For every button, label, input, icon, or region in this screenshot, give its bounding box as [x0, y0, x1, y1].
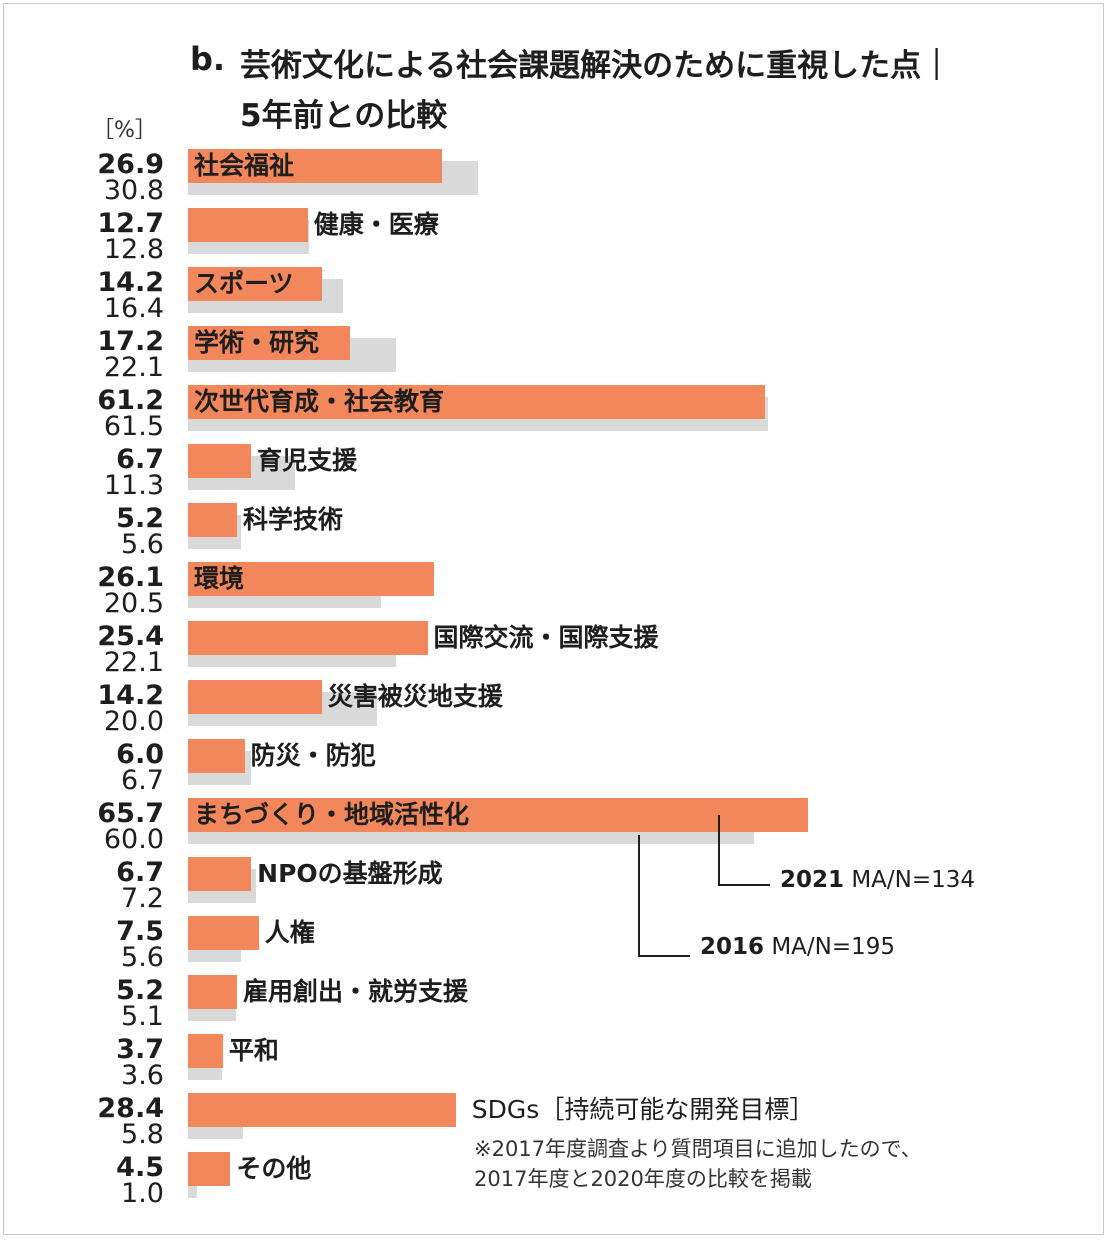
category-label: 環境 [194, 564, 245, 593]
bar-2021 [188, 1093, 456, 1127]
value-label-2021: 61.2 [97, 385, 164, 416]
value-label-2016: 16.4 [103, 293, 164, 324]
category-label: スポーツ [194, 269, 294, 298]
value-label-2016: 22.1 [103, 352, 164, 383]
chart-frame [3, 3, 1104, 1235]
unit-label: ［%］ [92, 118, 157, 143]
value-label-2016: 7.2 [121, 883, 164, 914]
value-label-2021: 4.5 [116, 1152, 164, 1183]
bar-2021 [188, 680, 322, 714]
value-label-2021: 3.7 [116, 1034, 164, 1065]
value-label-2021: 7.5 [116, 916, 164, 947]
value-label-2021: 5.2 [116, 975, 164, 1006]
bar-2021 [188, 1034, 223, 1068]
bar-2021 [188, 562, 435, 596]
value-label-2016: 20.0 [103, 706, 164, 737]
value-label-2016: 30.8 [103, 175, 164, 206]
bar-2021 [188, 503, 238, 537]
bar-2021 [188, 326, 351, 360]
bar-2021 [188, 444, 252, 478]
footnote-line1: ※2017年度調査より質問項目に追加したので、 [474, 1137, 922, 1161]
value-label-2016: 20.5 [103, 588, 164, 619]
value-label-2016: 5.8 [121, 1119, 164, 1150]
value-label-2016: 1.0 [121, 1178, 164, 1209]
bar-2021 [188, 149, 442, 183]
value-label-2021: 26.1 [97, 562, 164, 593]
value-label-2021: 6.7 [116, 857, 164, 888]
value-label-2016: 3.6 [121, 1060, 164, 1091]
value-label-2016: 60.0 [103, 824, 164, 855]
category-label: 防災・防犯 [250, 741, 376, 770]
bar-2021 [188, 798, 808, 832]
bar-2021 [188, 916, 259, 950]
category-label: 災害被災地支援 [327, 682, 503, 711]
legend-2021-leader-horizontal [718, 884, 770, 886]
value-label-2016: 6.7 [121, 765, 164, 796]
value-label-2016: 11.3 [103, 470, 164, 501]
bar-2021 [188, 975, 238, 1009]
chart-subtitle: 5年前との比較 [240, 98, 448, 134]
category-label: 国際交流・国際支援 [433, 623, 659, 652]
category-label: 次世代育成・社会教育 [194, 387, 445, 416]
value-label-2021: 25.4 [97, 621, 164, 652]
value-label-2021: 14.2 [97, 267, 164, 298]
value-label-2021: 65.7 [97, 798, 164, 829]
bar-2021 [188, 1152, 231, 1186]
category-label: 人権 [264, 918, 315, 947]
category-label: 雇用創出・就労支援 [243, 977, 469, 1006]
bar-2021 [188, 267, 322, 301]
value-label-2016: 12.8 [103, 234, 164, 265]
legend-2021-leader-vertical [718, 815, 720, 886]
bar-2021 [188, 739, 245, 773]
category-label: 科学技術 [243, 505, 344, 534]
bar-2021 [188, 208, 308, 242]
legend-2021: 2021 MA/N=134 [780, 867, 975, 893]
category-label: まちづくり・地域活性化 [194, 800, 470, 829]
value-label-2016: 61.5 [103, 411, 164, 442]
legend-2021-n: MA/N=134 [851, 867, 976, 893]
category-label: 平和 [228, 1036, 279, 1065]
legend-2016-leader-vertical [638, 835, 640, 957]
chart-title: 芸術文化による社会課題解決のために重視した点｜ [240, 48, 953, 84]
bar-2021 [188, 857, 252, 891]
value-label-2021: 6.7 [116, 444, 164, 475]
footnote-line2: 2017年度と2020年度の比較を掲載 [474, 1167, 812, 1191]
value-label-2021: 26.9 [97, 149, 164, 180]
value-label-2021: 6.0 [116, 739, 164, 770]
category-label: 健康・医療 [313, 210, 439, 239]
value-label-2016: 22.1 [103, 647, 164, 678]
category-label: NPOの基盤形成 [257, 859, 443, 888]
category-label: 学術・研究 [194, 328, 320, 357]
value-label-2021: 14.2 [97, 680, 164, 711]
value-label-2021: 5.2 [116, 503, 164, 534]
value-label-2021: 28.4 [97, 1093, 164, 1124]
value-label-2016: 5.1 [121, 1001, 164, 1032]
value-label-2021: 12.7 [97, 208, 164, 239]
legend-2016-leader-horizontal [638, 955, 690, 957]
value-label-2016: 5.6 [121, 942, 164, 973]
legend-2021-year: 2021 [780, 867, 845, 893]
legend-2016: 2016 MA/N=195 [700, 934, 895, 960]
value-label-2021: 17.2 [97, 326, 164, 357]
legend-2016-n: MA/N=195 [771, 934, 896, 960]
bar-2021 [188, 385, 766, 419]
category-label: SDGs［持続可能な開発目標］ [471, 1095, 815, 1124]
title-prefix: b. [190, 40, 226, 78]
legend-2016-year: 2016 [700, 934, 765, 960]
category-label: 育児支援 [257, 446, 358, 475]
bar-2021 [188, 621, 428, 655]
category-label: 社会福祉 [194, 151, 295, 180]
value-label-2016: 5.6 [121, 529, 164, 560]
category-label: その他 [236, 1154, 312, 1183]
